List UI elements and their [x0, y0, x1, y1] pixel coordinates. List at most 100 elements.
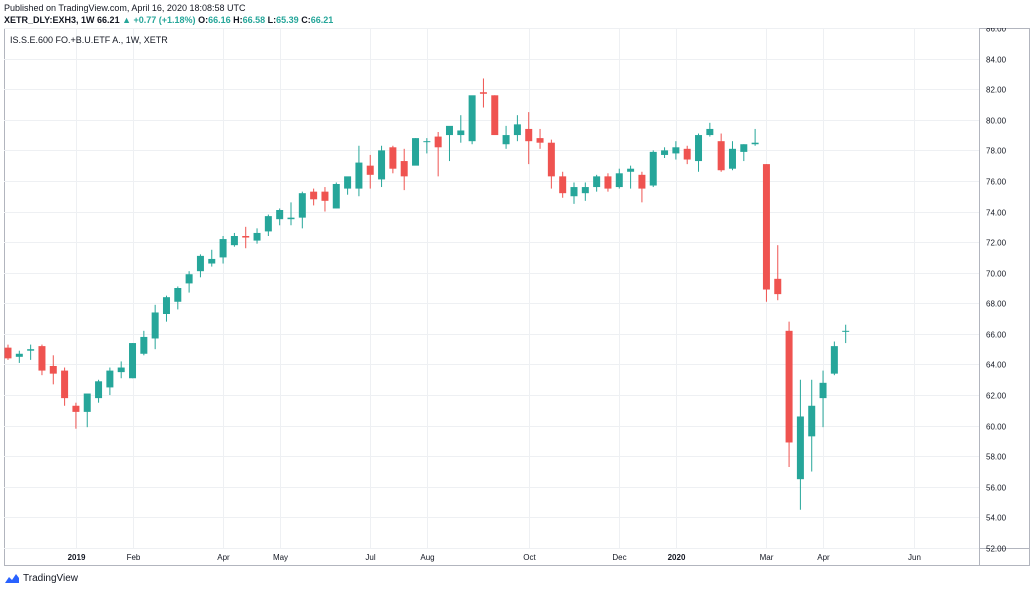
chart-header: Published on TradingView.com, April 16, … [4, 2, 333, 26]
time-tick-label: 2019 [68, 553, 86, 562]
candle-body [604, 176, 612, 189]
candle-up [695, 133, 703, 172]
candle-body [808, 405, 816, 437]
candle-down [559, 171, 567, 198]
candle-body [106, 370, 114, 388]
candle-body [479, 92, 487, 94]
candle-body [378, 150, 386, 180]
candle-body [242, 236, 250, 238]
footer: TradingView [4, 572, 78, 584]
price-tick-label: 64.00 [986, 361, 1007, 370]
candle-up [661, 147, 669, 158]
candle-down [366, 154, 374, 189]
candle-body [627, 168, 635, 172]
candle-body [162, 297, 170, 314]
time-tick-label: 2020 [668, 553, 686, 562]
candle-down [4, 344, 12, 360]
candle-up [287, 202, 295, 226]
symbol-line: XETR_DLY:EXH3, 1W 66.21 ▲ +0.77 (+1.18%)… [4, 14, 333, 26]
candle-body [785, 330, 793, 443]
candle-body [762, 164, 770, 290]
candle-body [661, 150, 669, 155]
candle-body [140, 336, 148, 354]
time-tick-label: Feb [127, 553, 141, 562]
candle-body [638, 174, 646, 189]
candle-up [208, 249, 216, 267]
candle-up [276, 208, 284, 226]
candle-down [525, 112, 533, 165]
candle-down [434, 132, 442, 177]
candle-body [559, 176, 567, 194]
price-tick-label: 84.00 [986, 56, 1007, 65]
candle-up [581, 182, 589, 201]
candle-up [129, 343, 137, 379]
candle-up [513, 115, 521, 142]
candle-up [174, 286, 182, 310]
candle-up [627, 165, 635, 189]
candle-down [389, 145, 397, 174]
candle-body [412, 138, 420, 166]
candlestick-chart[interactable]: 52.00 54.00 56.00 58.00 60.00 62.00 64.00 66.00… [4, 28, 1030, 566]
candle-body [423, 141, 431, 143]
price-tick-label: 54.00 [986, 514, 1007, 523]
price-tick-label: 66.00 [986, 331, 1007, 340]
candle-up [355, 145, 363, 197]
candle-down [38, 344, 46, 376]
candle-body [706, 128, 714, 136]
price-change: ▲ +0.77 (+1.18%) [122, 15, 196, 25]
candle-up [117, 361, 125, 379]
candle-up [751, 128, 759, 146]
candle-body [253, 232, 261, 241]
candle-body [717, 141, 725, 171]
candle-body [287, 217, 295, 220]
candle-body [219, 239, 227, 258]
candle-body [344, 176, 352, 189]
time-tick-label: Aug [420, 553, 434, 562]
price-axis[interactable]: 52.00 54.00 56.00 58.00 60.00 62.00 64.00 66.00… [986, 28, 1007, 554]
high-value: 66.58 [242, 15, 266, 25]
candle-down [61, 367, 69, 406]
candle-down [717, 133, 725, 172]
candle-up [106, 367, 114, 396]
candle-down [491, 95, 499, 136]
time-axis[interactable]: 2019 Feb Apr May Jul Aug Oct Dec 2020 Mar Apr Jun [68, 553, 921, 562]
candle-up [728, 141, 736, 171]
candle-body [400, 161, 408, 177]
candle-up [15, 350, 23, 363]
candle-body [83, 393, 91, 412]
candle-body [842, 330, 850, 332]
candle-body [49, 366, 57, 374]
candle-down [774, 245, 782, 301]
candle-body [547, 142, 555, 177]
candle-up [423, 138, 431, 154]
price-tick-label: 80.00 [986, 117, 1007, 126]
candle-body [672, 147, 680, 154]
footer-brand[interactable]: TradingView [23, 572, 79, 584]
time-tick-label: Jul [365, 553, 375, 562]
candle-body [129, 343, 137, 379]
candle-up [83, 393, 91, 428]
price-tick-label: 56.00 [986, 484, 1007, 493]
candle-up [842, 324, 850, 344]
candle-down [536, 128, 544, 149]
last-price: 66.21 [97, 15, 120, 25]
close-value: 66.21 [310, 15, 334, 25]
candle-body [774, 278, 782, 295]
price-tick-label: 62.00 [986, 392, 1007, 401]
candle-up [412, 138, 420, 166]
candle-down [242, 226, 250, 249]
time-tick-label: Apr [817, 553, 830, 562]
candle-down [638, 171, 646, 203]
candle-body [332, 184, 340, 209]
price-tick-label: 68.00 [986, 300, 1007, 309]
candle-down [400, 148, 408, 191]
candle-up [230, 232, 238, 247]
candle-body [615, 173, 623, 188]
tradingview-logo-icon[interactable] [4, 572, 20, 584]
candle-body [298, 193, 306, 218]
candle-up [819, 370, 827, 428]
candle-body [457, 130, 465, 136]
candle-body [502, 135, 510, 145]
candle-up [344, 176, 352, 195]
price-tick-label: 74.00 [986, 209, 1007, 218]
